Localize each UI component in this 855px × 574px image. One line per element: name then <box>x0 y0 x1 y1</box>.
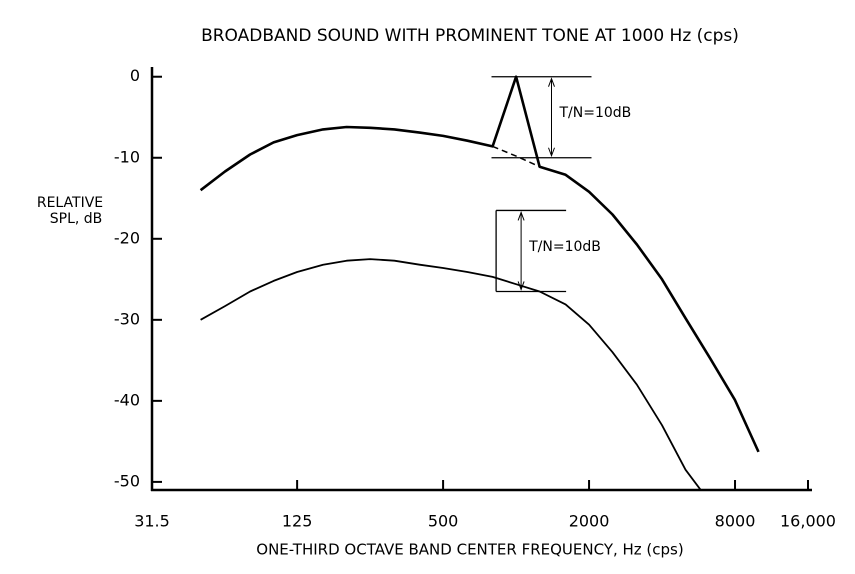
y-axis-label: SPL, dB <box>50 211 103 227</box>
x-tick-label: 125 <box>282 512 313 531</box>
x-tick-label: 31.5 <box>134 512 170 531</box>
y-tick-label: -10 <box>114 147 140 166</box>
annotation: T/N=10dB <box>528 239 601 255</box>
series-line <box>492 145 540 168</box>
y-tick-label: -40 <box>114 390 140 409</box>
x-tick-label: 500 <box>428 512 459 531</box>
y-axis-label: RELATIVE <box>37 195 103 211</box>
series-line <box>200 258 703 491</box>
x-tick-label: 16,000 <box>780 512 836 531</box>
x-tick-label: 8000 <box>715 512 756 531</box>
y-tick-label: -20 <box>114 228 140 247</box>
annotation: T/N=10dB <box>558 105 631 121</box>
arrow-head <box>517 211 525 291</box>
arrow-head <box>548 77 555 158</box>
x-tick-label: 2000 <box>569 512 610 531</box>
y-tick-label: -50 <box>114 471 140 490</box>
y-tick-label: 0 <box>130 66 140 85</box>
y-tick-label: -30 <box>114 309 140 328</box>
chart-title: BROADBAND SOUND WITH PROMINENT TONE AT 1… <box>201 26 739 46</box>
series-line <box>199 75 760 453</box>
x-axis-label: ONE-THIRD OCTAVE BAND CENTER FREQUENCY, … <box>256 541 683 559</box>
